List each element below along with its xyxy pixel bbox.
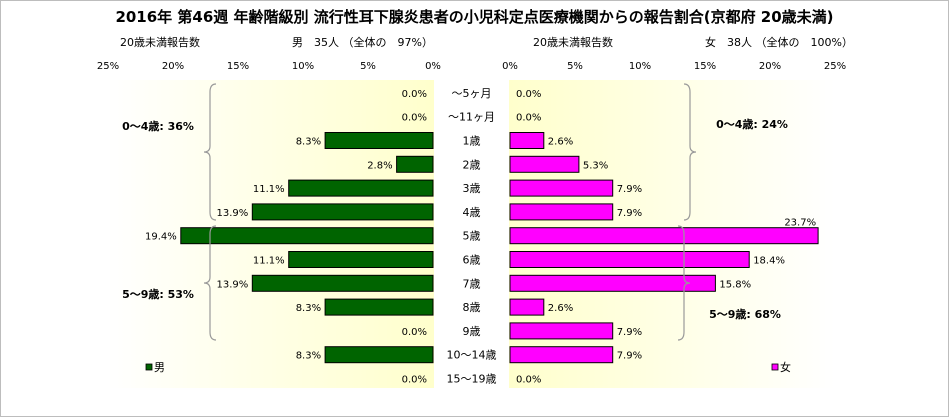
bracket-left	[203, 83, 217, 221]
male-x-tick: 0%	[425, 61, 441, 72]
male-legend-label: 男	[154, 361, 165, 374]
female-legend-swatch	[771, 363, 779, 371]
age-category-label: 3歳	[463, 182, 481, 195]
female-caption: 20歳未満報告数	[533, 36, 613, 49]
male-summary: 男 35人 （全体の 97%）	[292, 36, 433, 49]
age-category-label: 4歳	[463, 206, 481, 219]
age-category-label: 7歳	[463, 277, 481, 290]
age-category-label: 8歳	[463, 301, 481, 314]
female-data-label: 5.3%	[583, 160, 608, 171]
female-bar	[509, 203, 614, 221]
female-x-tick: 5%	[567, 61, 583, 72]
male-bar	[396, 155, 434, 173]
male-data-label: 11.1%	[253, 184, 285, 195]
male-x-tick: 10%	[292, 61, 314, 72]
male-bar	[180, 227, 434, 245]
male-data-label: 13.9%	[217, 279, 249, 290]
female-data-label: 0.0%	[516, 375, 541, 386]
female-data-label: 2.6%	[548, 303, 573, 314]
male-data-label: 8.3%	[296, 137, 321, 148]
male-data-label: 0.0%	[402, 375, 427, 386]
female-data-label: 23.7%	[784, 218, 816, 229]
age-category-label: 2歳	[463, 158, 481, 171]
male-0-4-annotation: 0～4歳: 36%	[122, 119, 194, 133]
female-x-tick: 0%	[502, 61, 518, 72]
female-bar	[509, 298, 545, 316]
age-category-label: ～5ヶ月	[452, 87, 492, 100]
male-bar	[251, 203, 434, 221]
male-x-tick: 5%	[360, 61, 376, 72]
male-data-label: 8.3%	[296, 303, 321, 314]
age-category-label: 10～14歳	[447, 349, 497, 362]
female-data-label: 7.9%	[617, 351, 642, 362]
age-category-label: 1歳	[463, 135, 481, 148]
female-bar	[509, 155, 580, 173]
male-data-label: 8.3%	[296, 351, 321, 362]
male-caption: 20歳未満報告数	[120, 36, 200, 49]
male-data-label: 2.8%	[367, 160, 392, 171]
male-bar	[288, 179, 434, 197]
female-bar	[509, 227, 819, 245]
age-category-label: 6歳	[463, 254, 481, 267]
male-x-tick: 15%	[227, 61, 249, 72]
bracket-left	[203, 225, 217, 341]
female-bar	[509, 346, 614, 364]
male-bar	[324, 298, 434, 316]
male-5-9-annotation: 5～9歳: 53%	[122, 287, 194, 301]
chart-title: 2016年 第46週 年齢階級別 流行性耳下腺炎患者の小児科定点医療機関からの報…	[115, 8, 834, 26]
male-data-label: 0.0%	[402, 89, 427, 100]
female-data-label: 7.9%	[617, 184, 642, 195]
bracket-right	[677, 225, 691, 341]
female-summary: 女 38人 （全体の 100%）	[705, 36, 853, 49]
female-x-tick: 10%	[629, 61, 651, 72]
male-x-tick: 20%	[162, 61, 184, 72]
male-legend-swatch	[145, 363, 153, 371]
female-data-label: 15.8%	[719, 279, 751, 290]
female-legend-label: 女	[780, 360, 791, 374]
female-x-tick: 20%	[759, 61, 781, 72]
female-bar	[509, 322, 614, 340]
male-data-label: 19.4%	[145, 232, 177, 243]
age-category-label: 9歳	[463, 325, 481, 338]
female-data-label: 7.9%	[617, 327, 642, 338]
female-bar	[509, 274, 716, 292]
bracket-right	[683, 83, 697, 221]
age-category-label: ～11ヶ月	[448, 111, 495, 124]
male-data-label: 11.1%	[253, 256, 285, 267]
female-x-tick: 15%	[694, 61, 716, 72]
female-5-9-annotation: 5～9歳: 68%	[709, 307, 781, 321]
age-category-label: 5歳	[463, 230, 481, 243]
female-data-label: 18.4%	[753, 256, 785, 267]
male-bar	[288, 251, 434, 268]
female-bar	[509, 179, 614, 197]
female-0-4-annotation: 0～4歳: 24%	[716, 117, 788, 131]
female-data-label: 0.0%	[516, 113, 541, 124]
female-bar	[509, 132, 545, 149]
female-data-label: 7.9%	[617, 208, 642, 219]
male-data-label: 0.0%	[402, 113, 427, 124]
female-bar	[509, 251, 750, 268]
male-bar	[251, 274, 434, 292]
male-data-label: 0.0%	[402, 327, 427, 338]
male-data-label: 13.9%	[217, 208, 249, 219]
male-bar	[324, 346, 434, 364]
female-data-label: 0.0%	[516, 89, 541, 100]
female-data-label: 2.6%	[548, 137, 573, 148]
female-x-tick: 25%	[824, 61, 846, 72]
male-bar	[324, 132, 434, 149]
male-x-tick: 25%	[97, 61, 119, 72]
age-category-label: 15～19歳	[447, 373, 497, 386]
